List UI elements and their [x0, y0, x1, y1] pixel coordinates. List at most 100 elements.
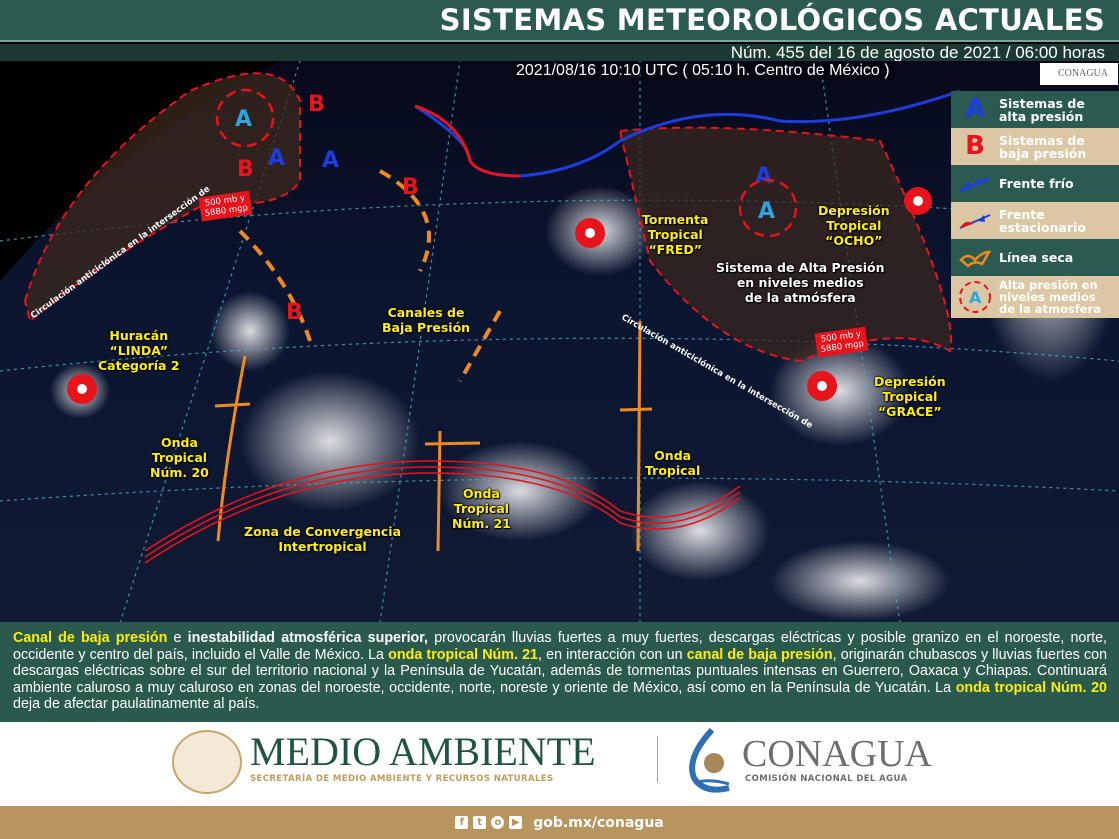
conagua-watermark-logo: CONAGUA [1040, 63, 1118, 85]
l: Tropical [151, 450, 208, 465]
l: Depresión [818, 203, 890, 218]
l: Núm. 20 [150, 465, 209, 480]
footer-bar: f t o ▶ gob.mx/conagua [0, 806, 1119, 839]
svg-text:A: A [235, 107, 252, 132]
facebook-icon[interactable]: f [455, 816, 469, 829]
logos-bar: MEDIO AMBIENTE SECRETARÍA DE MEDIO AMBIE… [0, 722, 1119, 806]
l: Tormenta [642, 212, 709, 227]
divider [657, 736, 658, 782]
t: Alta presión en [999, 278, 1098, 292]
t: alta presión [999, 108, 1084, 124]
l: “FRED” [648, 242, 702, 257]
legend: A Sistemas de alta presión B Sistemas de baj… [951, 91, 1119, 318]
l: Tropical [453, 501, 510, 516]
cyclone-icons [67, 187, 932, 404]
t: estacionario [999, 219, 1086, 235]
youtube-icon[interactable]: ▶ [509, 816, 523, 829]
highlight: onda tropical Núm. 20 [955, 679, 1107, 696]
svg-text:A: A [268, 146, 285, 171]
conagua-logo-icon [689, 728, 730, 793]
bulletin-number: Núm. 455 del 16 de agosto de 2021 / 06:0… [730, 43, 1105, 62]
mexico-seal-icon [172, 730, 242, 794]
l: Tropical [882, 389, 938, 404]
website-link[interactable]: gob.mx/conagua [533, 814, 664, 831]
label-depression-grace: Depresión Tropical “GRACE” [874, 374, 946, 419]
l: Tropical [647, 227, 703, 242]
l: Núm. 21 [452, 516, 511, 531]
svg-text:B: B [402, 175, 419, 200]
semarnat-subtitle: SECRETARÍA DE MEDIO AMBIENTE Y RECURSOS … [250, 774, 554, 784]
svg-text:A: A [322, 148, 339, 173]
anticyclonic-circulation-west [23, 72, 301, 323]
t: Frente frío [999, 176, 1074, 191]
l: Depresión [874, 374, 946, 389]
l: “OCHO” [825, 233, 883, 248]
l: Tropical [645, 463, 701, 478]
mid-level-highs: A A [215, 88, 798, 238]
l: Categoría 2 [98, 358, 180, 373]
bold-text: inestabilidad atmosférica superior, [187, 630, 429, 646]
t: Sistemas de [999, 95, 1085, 111]
l: Intertropical [278, 539, 367, 554]
legend-cold-front: Frente frío [951, 165, 1119, 202]
itcz [144, 460, 741, 564]
subtitle-bar [0, 44, 1119, 61]
semarnat-title: MEDIO AMBIENTE [250, 729, 596, 774]
t: Línea seca [999, 250, 1074, 265]
label-mid-level-high: Sistema de Alta Presión en niveles medios… [716, 260, 885, 305]
legend-low: B Sistemas de baja presión [951, 128, 1119, 165]
mid-level-high-icon: A [951, 280, 999, 314]
space-background [0, 61, 280, 281]
stationary-front [414, 104, 521, 178]
anticyclonic-circulation-east [618, 126, 953, 363]
label-wave-21: Onda Tropical Núm. 21 [452, 486, 511, 531]
label-itcz: Zona de Convergencia Intertropical [244, 524, 401, 554]
legend-dry-line: Línea seca [951, 239, 1119, 276]
label-hurricane-linda: Huracán “LINDA” Categoría 2 [98, 328, 180, 373]
svg-text:A: A [969, 288, 982, 307]
l: Zona de Convergencia [244, 524, 402, 539]
label-low-pressure-channels: Canales de Baja Presión [382, 305, 470, 335]
forecast-text: Canal de baja presión e inestabilidad at… [0, 622, 1119, 722]
image-timestamp: 2021/08/16 10:10 UTC ( 05:10 h. Centro d… [512, 62, 894, 80]
t: , en interacción con un [538, 646, 687, 663]
stationary-front-icon [951, 212, 999, 230]
high-pressure-symbols: A AA [268, 146, 772, 189]
l: Sistema de Alta Presión [716, 260, 885, 275]
svg-text:B: B [286, 300, 303, 325]
dry-lines [238, 169, 502, 382]
t: baja presión [999, 145, 1087, 161]
cold-front-icon [951, 175, 999, 193]
instagram-icon[interactable]: o [491, 816, 505, 829]
header-bar: SISTEMAS METEOROLÓGICOS ACTUALES [0, 0, 1119, 42]
label-depression-ocho: Depresión Tropical “OCHO” [818, 203, 890, 248]
label-tropical-wave: Onda Tropical [645, 448, 700, 478]
svg-text:B: B [237, 157, 254, 182]
l: Baja Presión [382, 320, 471, 335]
svg-text:B: B [308, 92, 325, 117]
conagua-subtitle: COMISIÓN NACIONAL DEL AGUA [745, 774, 908, 784]
t: , originarán chubascos y lluvias fuertes… [13, 646, 1108, 696]
dry-line-icon [951, 248, 999, 268]
l: Canales de [387, 305, 465, 320]
highlight: canal de baja presión [686, 646, 833, 663]
highlight: Canal de baja presión [13, 630, 168, 646]
low-pressure-icon: B [965, 131, 985, 161]
l: de la atmósfera [744, 290, 856, 305]
t: deja de afectar paulatinamente al país. [13, 696, 260, 713]
l: “LINDA” [109, 343, 168, 358]
t: niveles medios [999, 290, 1096, 304]
legend-mid-level-high: A Alta presión en niveles medios de la atmo… [951, 276, 1119, 318]
l: Huracán [109, 328, 169, 343]
t: e [167, 630, 188, 646]
conagua-title: CONAGUA [742, 733, 932, 775]
l: Onda [654, 448, 692, 463]
svg-text:A: A [755, 164, 772, 189]
highlight: onda tropical Núm. 21 [388, 646, 539, 663]
l: en niveles medios [736, 275, 864, 290]
twitter-icon[interactable]: t [473, 816, 487, 829]
l: “GRACE” [877, 404, 942, 419]
l: Tropical [826, 218, 882, 233]
